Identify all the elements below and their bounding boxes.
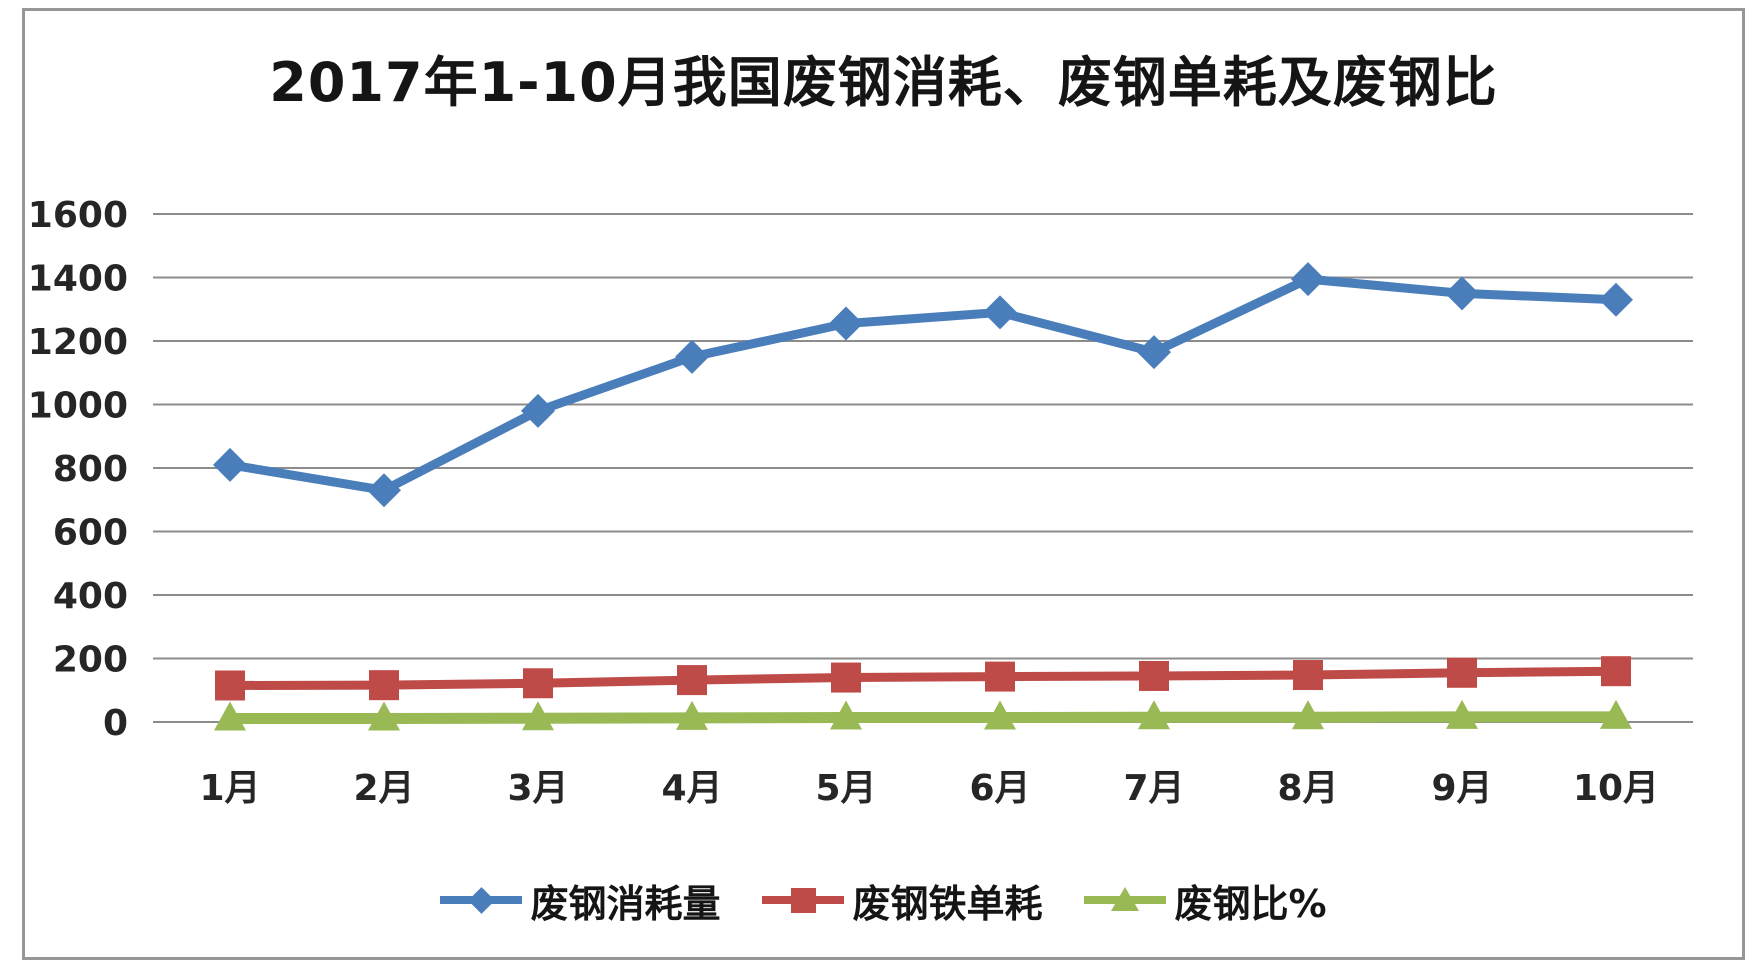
y-tick-label: 1600 xyxy=(28,195,128,236)
legend-item-scrap-consumption: 废钢消耗量 xyxy=(440,873,720,928)
data-point-diamond xyxy=(367,473,401,508)
triangle-marker-icon xyxy=(1111,887,1140,911)
data-point-square xyxy=(1601,656,1631,687)
y-tick-label: 0 xyxy=(103,703,128,744)
legend-item-scrap-ratio: 废钢比% xyxy=(1084,873,1327,928)
data-point-triangle xyxy=(368,701,400,731)
y-tick-label: 1200 xyxy=(28,322,128,363)
y-tick-label: 200 xyxy=(53,640,128,681)
data-point-diamond xyxy=(1599,282,1633,317)
data-point-square xyxy=(215,670,245,701)
series-line-triangle xyxy=(230,711,1616,725)
x-tick-label: 8月 xyxy=(1277,768,1338,809)
y-tick-label: 1400 xyxy=(28,259,128,300)
data-point-square xyxy=(1293,660,1323,691)
data-point-square xyxy=(1447,657,1477,688)
data-point-square xyxy=(831,662,861,693)
legend-label-scrap-unit-consumption: 废钢铁单耗 xyxy=(852,881,1043,926)
y-tick-label: 600 xyxy=(53,513,128,554)
data-point-triangle xyxy=(1600,699,1632,729)
data-point-square xyxy=(985,661,1015,692)
data-point-square xyxy=(523,668,553,699)
chart-title: 2017年1-10月我国废钢消耗、废钢单耗及废钢比 xyxy=(269,51,1498,114)
data-point-triangle xyxy=(676,700,708,730)
x-tick-label: 7月 xyxy=(1123,768,1184,809)
x-tick-label: 10月 xyxy=(1573,768,1659,809)
data-point-triangle xyxy=(1292,700,1324,730)
data-point-triangle xyxy=(1446,699,1478,729)
data-point-diamond xyxy=(1137,335,1171,370)
y-tick-label: 400 xyxy=(53,576,128,617)
data-point-square xyxy=(677,665,707,696)
data-point-square xyxy=(369,670,399,701)
data-point-diamond xyxy=(829,306,863,341)
data-point-diamond xyxy=(675,339,709,374)
y-tick-label: 800 xyxy=(53,449,128,490)
x-tick-label: 5月 xyxy=(815,768,876,809)
data-point-diamond xyxy=(1291,262,1325,297)
legend: 废钢消耗量 废钢铁单耗 废钢比% xyxy=(25,868,1742,932)
data-point-triangle xyxy=(214,701,246,731)
data-point-triangle xyxy=(984,700,1016,730)
square-marker-icon xyxy=(790,887,816,913)
data-point-triangle xyxy=(1138,700,1170,730)
legend-label-scrap-ratio: 废钢比% xyxy=(1174,881,1327,926)
data-point-triangle xyxy=(830,700,862,730)
data-point-diamond xyxy=(213,447,247,482)
x-tick-label: 3月 xyxy=(507,768,568,809)
chart-border-frame xyxy=(22,8,1745,960)
x-tick-label: 9月 xyxy=(1431,768,1492,809)
blue-diamond-series-icon xyxy=(440,883,523,917)
x-tick-label: 6月 xyxy=(969,768,1030,809)
data-point-diamond xyxy=(983,295,1017,330)
data-point-square xyxy=(1139,660,1169,691)
green-triangle-series-icon xyxy=(1084,883,1167,917)
x-tick-label: 1月 xyxy=(199,768,260,809)
data-point-diamond xyxy=(1445,276,1479,311)
data-point-triangle xyxy=(522,701,554,731)
legend-label-scrap-consumption: 废钢消耗量 xyxy=(530,881,721,926)
x-tick-label: 4月 xyxy=(661,768,722,809)
y-tick-label: 1000 xyxy=(28,386,128,427)
legend-item-scrap-unit-consumption: 废钢铁单耗 xyxy=(762,873,1042,928)
diamond-marker-icon xyxy=(468,886,495,914)
series-line-diamond xyxy=(229,274,1617,495)
data-point-diamond xyxy=(521,393,555,428)
red-square-series-icon xyxy=(762,883,845,917)
series-line-square xyxy=(229,666,1617,690)
x-tick-label: 2月 xyxy=(353,768,414,809)
